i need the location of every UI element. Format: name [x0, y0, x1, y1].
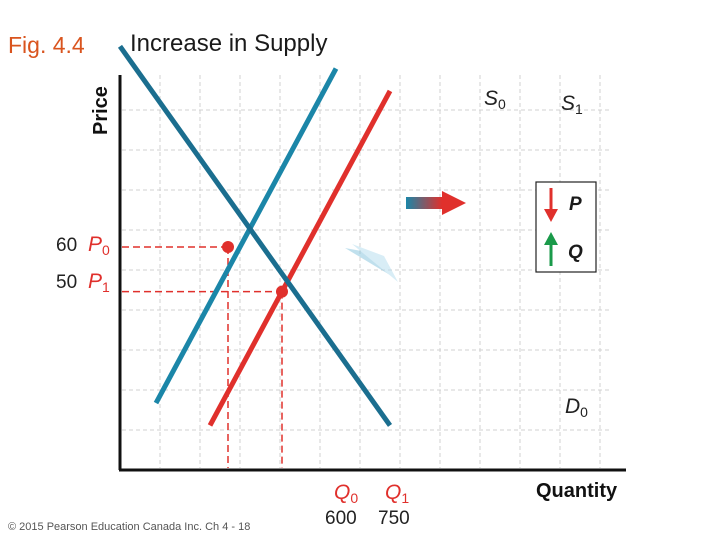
curve-label-s0: S0 [484, 87, 506, 112]
y-axis-title: Price [90, 86, 112, 135]
legend-price-label: P [569, 194, 582, 215]
shift-arrow-icon [406, 191, 466, 215]
legend-quantity-label: Q [568, 242, 583, 263]
price-label: P0 [88, 233, 110, 258]
curve-label-d0: D0 [565, 395, 588, 420]
quantity-label: Q0 [334, 481, 358, 506]
curves [117, 44, 393, 427]
curve-s0 [153, 67, 339, 405]
equilibrium-point [222, 241, 234, 253]
equilibrium-points [222, 241, 288, 298]
copyright-footer: © 2015 Pearson Education Canada Inc. Ch … [8, 521, 251, 533]
price-value: 60 [56, 235, 77, 256]
arrow-down-icon [544, 188, 558, 222]
curve-d0 [117, 44, 393, 427]
equilibrium-guides [122, 246, 283, 468]
figure-title: Increase in Supply [130, 30, 328, 57]
quantity-value: 600 [325, 508, 357, 529]
quantity-value: 750 [378, 508, 410, 529]
arrow-up-icon [544, 232, 558, 266]
curve-s1 [207, 89, 393, 427]
quantity-label: Q1 [385, 481, 409, 506]
axes [118, 75, 626, 472]
grid-lines [122, 75, 610, 468]
movement-arrow-icon [345, 244, 398, 282]
change-legend-box: P Q [535, 181, 597, 273]
price-label: P1 [88, 270, 110, 295]
price-value: 50 [56, 272, 77, 293]
equilibrium-point [276, 285, 288, 298]
x-axis-title: Quantity [536, 480, 618, 502]
figure-number: Fig. 4.4 [8, 32, 85, 58]
curve-label-s1: S1 [561, 92, 583, 117]
